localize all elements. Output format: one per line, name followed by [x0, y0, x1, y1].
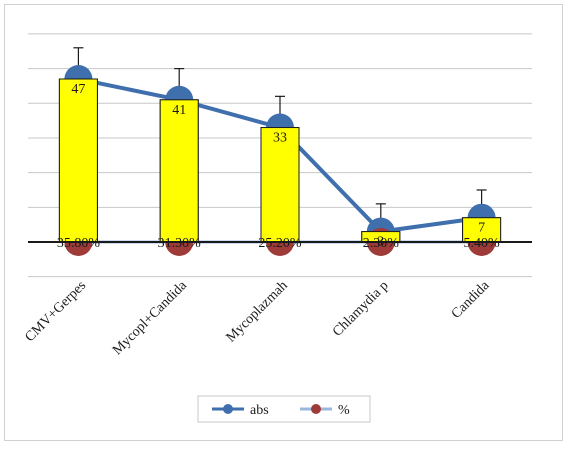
legend-swatch-marker [311, 404, 321, 414]
percent-label: 25.20% [258, 236, 302, 251]
value-label: 41 [172, 103, 186, 118]
legend: abs% [197, 395, 371, 423]
value-label: 47 [71, 82, 85, 97]
bar-overlay [58, 78, 98, 243]
percent-label: 31.30% [158, 236, 202, 251]
legend-label: abs [250, 403, 269, 418]
percent-label: 2.30% [363, 236, 400, 251]
value-label: 33 [273, 131, 287, 146]
legend-swatch-marker [223, 404, 233, 414]
value-label: 7 [478, 221, 485, 236]
bar-overlay [159, 99, 199, 243]
bar-overlay [260, 127, 300, 243]
bar-overlay [462, 217, 502, 243]
series-markers [28, 65, 532, 256]
value-label: 3 [377, 235, 384, 250]
legend-label: % [338, 403, 350, 418]
percent-label: 5.40% [464, 236, 501, 251]
percent-label: 35.80% [57, 236, 101, 251]
